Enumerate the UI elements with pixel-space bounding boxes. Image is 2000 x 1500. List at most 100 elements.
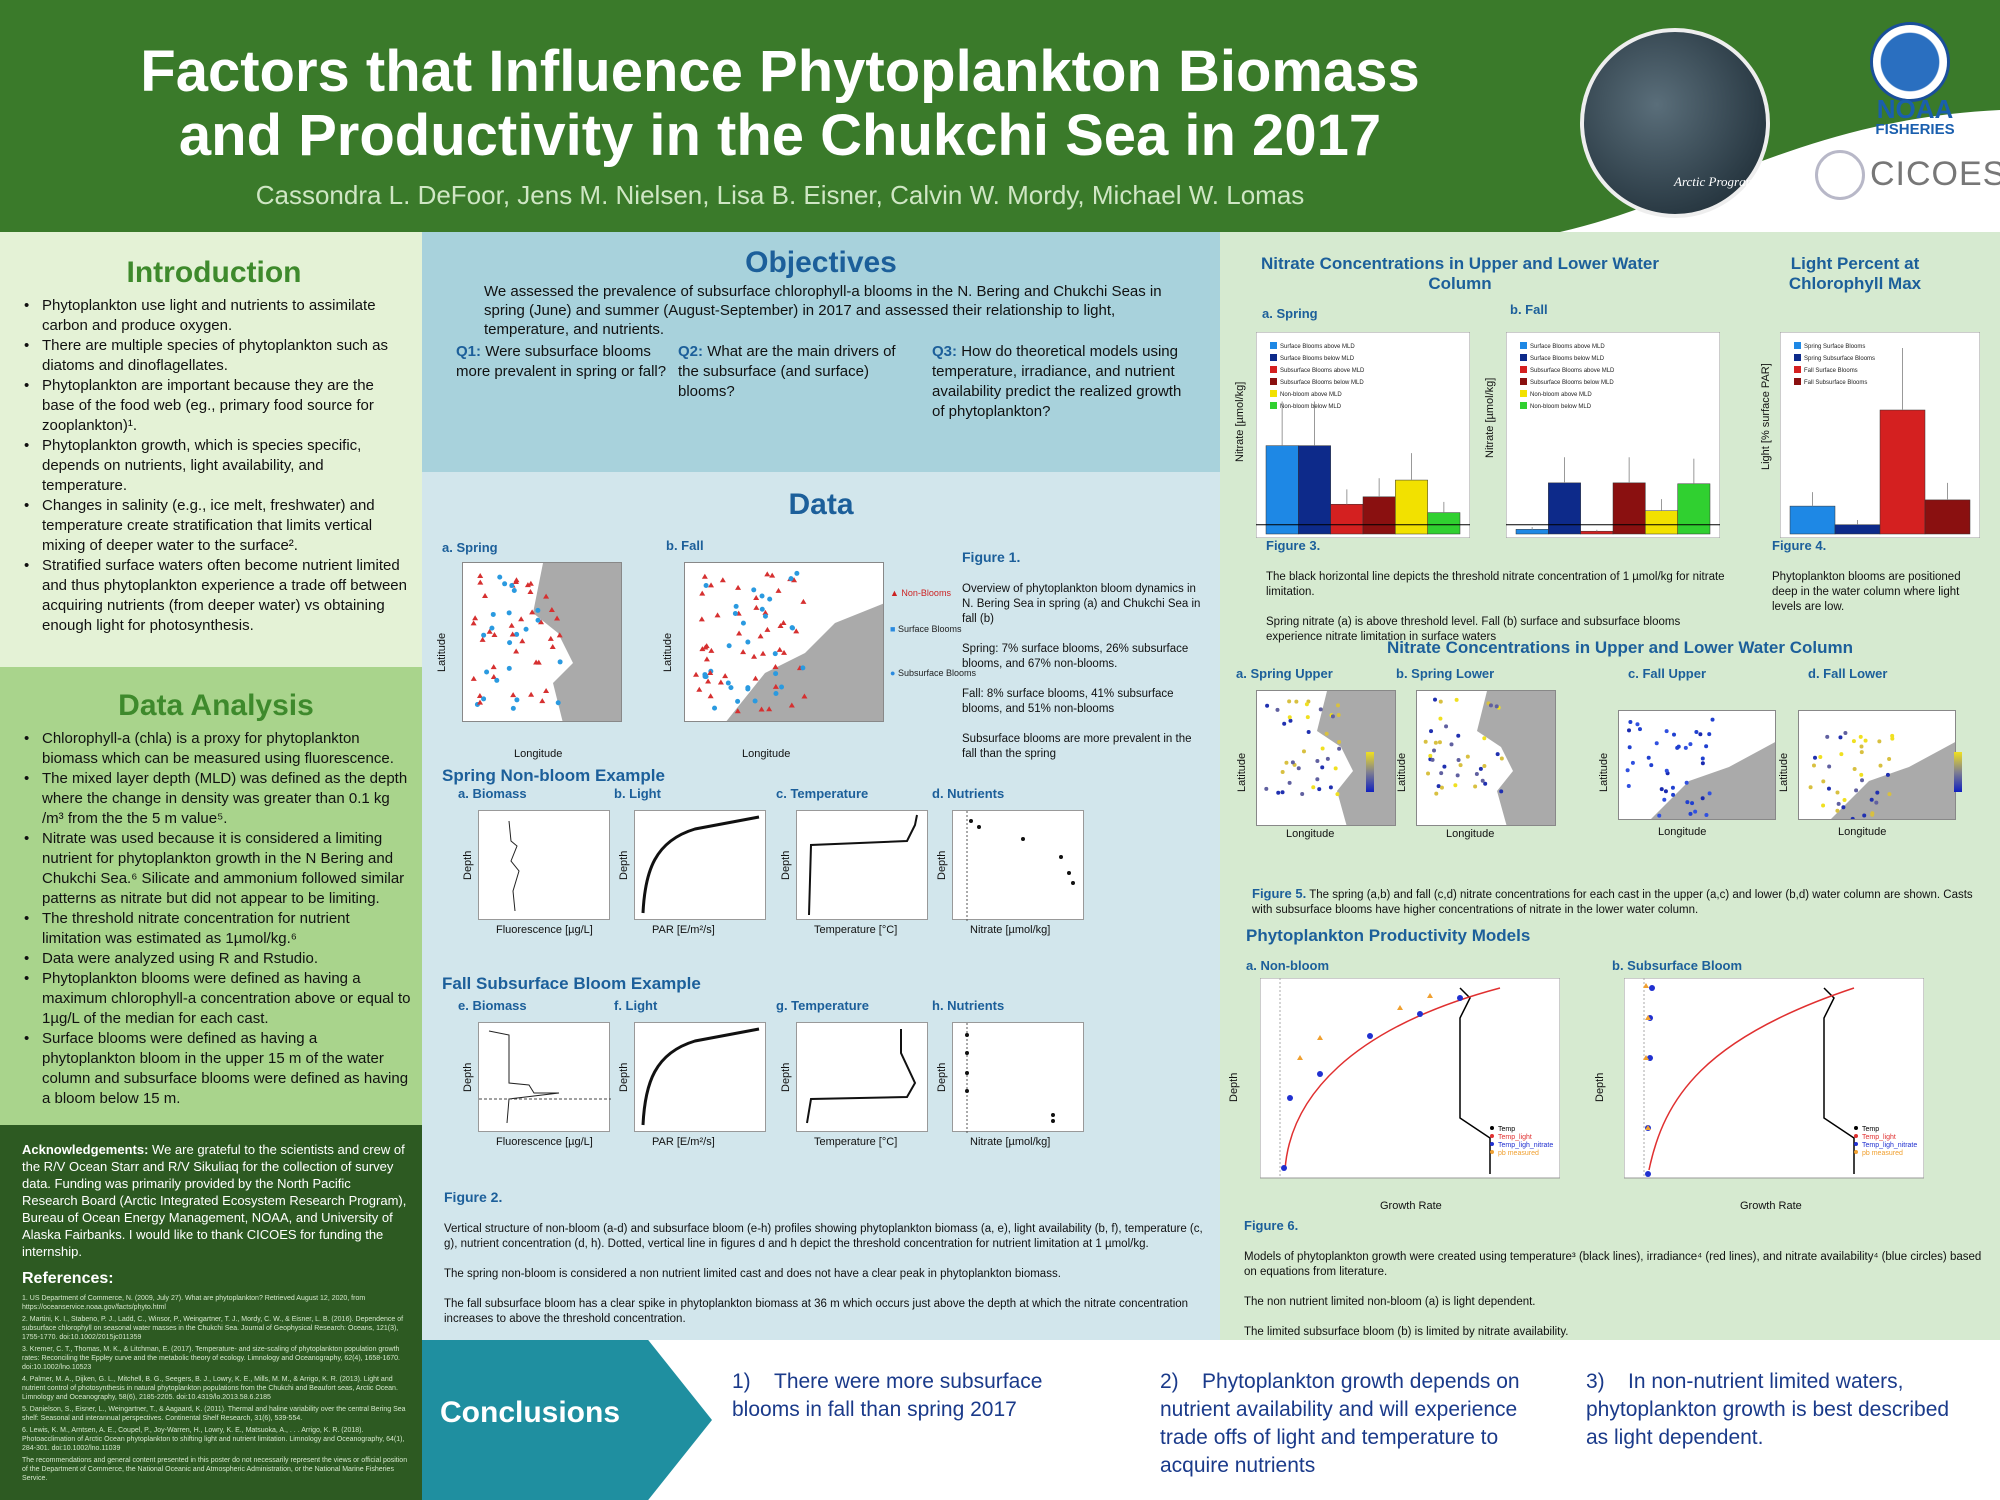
non-bloom-marker bbox=[760, 650, 767, 656]
list-item: Surface blooms were defined as having a … bbox=[20, 1029, 412, 1109]
nitrate-marker bbox=[1499, 789, 1504, 794]
nitrate-marker bbox=[1700, 796, 1705, 801]
nitrate-point bbox=[965, 1071, 969, 1075]
nitrate-point bbox=[965, 1051, 969, 1055]
nitrate-marker bbox=[1841, 805, 1846, 810]
nitrate-marker bbox=[1635, 722, 1640, 727]
fig2-profile-plot bbox=[796, 810, 928, 920]
non-bloom-marker bbox=[528, 691, 535, 697]
fig2-ylabel: Depth bbox=[780, 1062, 792, 1092]
nitrate-marker bbox=[1851, 739, 1856, 744]
nitrate-marker bbox=[1442, 764, 1447, 769]
fig5-xlabel: Longitude bbox=[1658, 826, 1707, 838]
fig2-panel-label: h. Nutrients bbox=[932, 998, 1005, 1013]
non-bloom-marker bbox=[702, 644, 709, 650]
fig3-a-label: a. Spring bbox=[1262, 306, 1318, 321]
fig5-ylabel: Latitude bbox=[1598, 752, 1610, 792]
bar bbox=[1645, 510, 1678, 535]
fig2-panel-label: g. Temperature bbox=[776, 998, 869, 1013]
nitrate-marker bbox=[1439, 785, 1444, 790]
non-bloom-marker bbox=[470, 675, 477, 681]
fig4-ylabel: Light [% surface PAR] bbox=[1760, 363, 1772, 470]
nitrate-marker bbox=[1294, 699, 1299, 704]
nitrate-marker bbox=[1698, 732, 1703, 737]
bar-legend-entry: Spring Surface Blooms bbox=[1804, 344, 1865, 350]
bar bbox=[1612, 482, 1646, 535]
list-item: There are multiple species of phytoplank… bbox=[20, 336, 408, 376]
nitrate-model-point bbox=[1367, 1033, 1373, 1039]
map-spring-label: a. Spring bbox=[442, 540, 498, 555]
non-bloom-marker bbox=[740, 649, 747, 655]
conclusions-section: Conclusions 1) There were more subsurface… bbox=[422, 1340, 2000, 1500]
fig5-xlabel: Longitude bbox=[1446, 828, 1495, 840]
nitrate-marker bbox=[1627, 745, 1632, 750]
nitrate-point bbox=[977, 825, 981, 829]
nitrate-marker bbox=[1875, 790, 1880, 795]
question-3: Q3: How do theoretical models using temp… bbox=[932, 343, 1182, 420]
nitrate-map bbox=[1256, 690, 1396, 826]
non-bloom-marker bbox=[527, 580, 534, 586]
bloom-marker bbox=[506, 665, 512, 671]
nitrate-marker bbox=[1453, 783, 1458, 788]
list-item: Nitrate was used because it is considere… bbox=[20, 829, 412, 909]
list-item: The threshold nitrate concentration for … bbox=[20, 909, 412, 949]
nitrate-marker bbox=[1426, 771, 1431, 776]
nitrate-marker bbox=[1700, 761, 1705, 766]
bloom-marker bbox=[712, 705, 718, 711]
non-bloom-marker bbox=[543, 688, 550, 694]
nitrate-marker bbox=[1707, 732, 1712, 737]
reference-item: 6. Lewis, K. M., Arntsen, A. E., Coupel,… bbox=[22, 1427, 405, 1452]
cicoes-logo-text: CICOES bbox=[1870, 155, 2000, 193]
fig5-ylabel: Latitude bbox=[1778, 752, 1790, 792]
fig5-xlabel: Longitude bbox=[1286, 828, 1335, 840]
bar bbox=[1580, 530, 1614, 535]
cicoes-logo-icon bbox=[1815, 150, 1865, 200]
nitrate-point bbox=[1051, 1113, 1055, 1117]
nitrate-colorbar bbox=[1954, 752, 1962, 792]
fig2-ylabel: Depth bbox=[780, 850, 792, 880]
nitrate-marker bbox=[1676, 744, 1681, 749]
nitrate-marker bbox=[1474, 772, 1479, 777]
nitrate-marker bbox=[1311, 785, 1316, 790]
non-bloom-marker bbox=[736, 630, 743, 636]
reference-item: 4. Palmer, M. A., Dijken, G. L., Mitchel… bbox=[22, 1376, 398, 1401]
bloom-marker bbox=[745, 639, 751, 645]
non-bloom-marker bbox=[486, 628, 493, 634]
fall-example-title: Fall Subsurface Bloom Example bbox=[442, 974, 701, 993]
bar bbox=[1265, 445, 1299, 535]
bloom-marker bbox=[506, 610, 512, 616]
bloom-marker bbox=[788, 576, 794, 582]
nitrate-marker bbox=[1423, 739, 1428, 744]
bar bbox=[1330, 503, 1364, 535]
non-bloom-marker bbox=[772, 663, 779, 669]
non-bloom-marker bbox=[766, 706, 773, 712]
nitrate-marker bbox=[1304, 702, 1309, 707]
fig2-profile-plot bbox=[478, 1022, 611, 1132]
bar bbox=[1677, 483, 1711, 535]
fig6b-ylabel: Depth bbox=[1594, 1072, 1606, 1102]
nitrate-marker bbox=[1320, 765, 1325, 770]
model-legend-entry: pb measured bbox=[1498, 1150, 1539, 1157]
introduction-title: Introduction bbox=[126, 256, 302, 289]
map-lon-label: Longitude bbox=[514, 748, 563, 760]
nitrate-marker bbox=[1324, 731, 1329, 736]
ack-text: We are grateful to the scientists and cr… bbox=[22, 1142, 407, 1259]
nitrate-marker bbox=[1284, 760, 1289, 765]
fig3-ylabel: Nitrate [µmol/kg] bbox=[1234, 381, 1246, 462]
nitrate-marker bbox=[1337, 740, 1342, 745]
non-bloom-marker bbox=[801, 693, 808, 699]
pb-measured-point bbox=[1645, 1125, 1651, 1130]
nitrate-marker bbox=[1306, 729, 1311, 734]
bloom-marker bbox=[733, 603, 739, 609]
question-1: Q1: Were subsurface blooms more prevalen… bbox=[456, 343, 667, 380]
nitrate-marker bbox=[1694, 729, 1699, 734]
nitrate-marker bbox=[1838, 735, 1843, 740]
nitrate-marker bbox=[1878, 763, 1883, 768]
poster-authors: Cassondra L. DeFoor, Jens M. Nielsen, Li… bbox=[255, 180, 1305, 210]
data-analysis-list: Chlorophyll-a (chla) is a proxy for phyt… bbox=[20, 729, 412, 1109]
spring-bloom-map bbox=[462, 562, 622, 722]
nitrate-point bbox=[969, 819, 973, 823]
nitrate-marker bbox=[1330, 714, 1335, 719]
bar bbox=[1789, 505, 1836, 535]
